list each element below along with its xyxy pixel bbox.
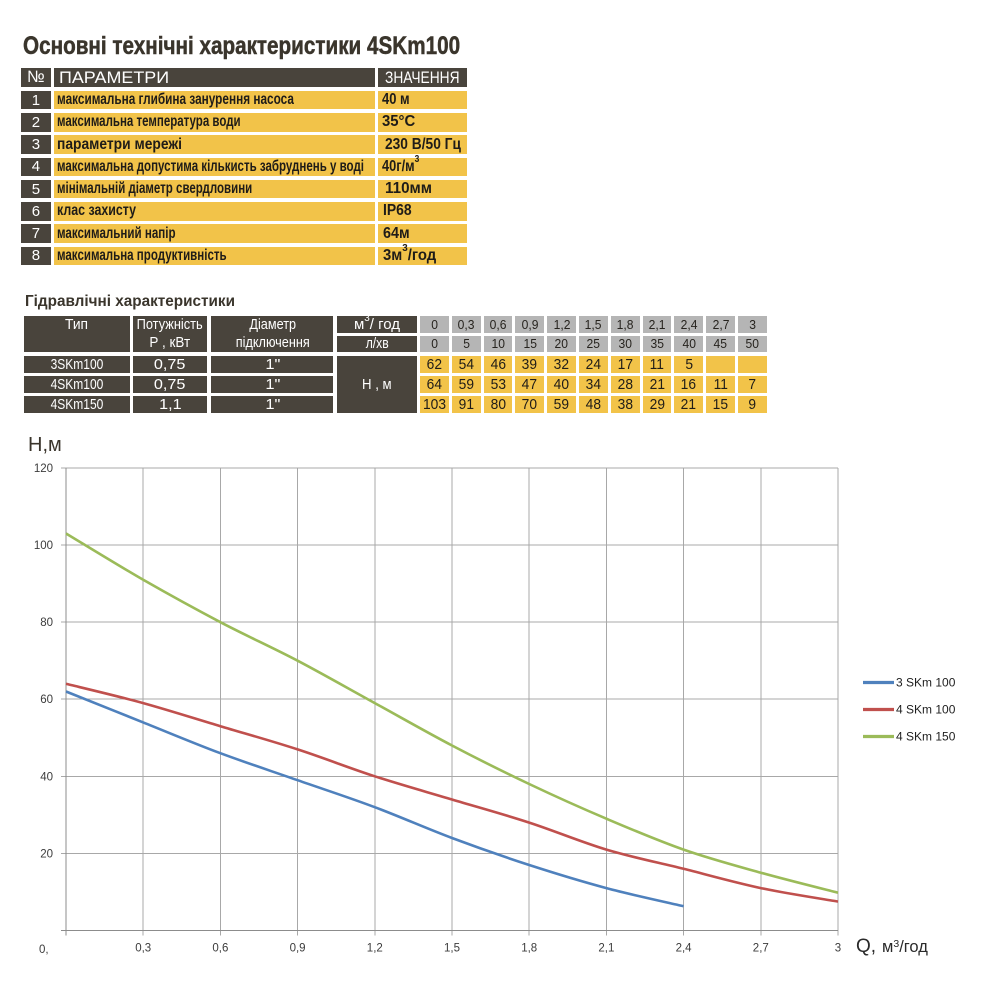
svg-text:0,: 0, bbox=[39, 944, 49, 956]
svg-text:3: 3 bbox=[835, 943, 841, 955]
svg-text:2,7: 2,7 bbox=[753, 943, 769, 955]
svg-text:4 SKm 150: 4 SKm 150 bbox=[896, 730, 956, 744]
svg-text:100: 100 bbox=[34, 540, 53, 552]
svg-text:60: 60 bbox=[40, 694, 53, 706]
svg-text:0,9: 0,9 bbox=[290, 943, 306, 955]
svg-text:1,8: 1,8 bbox=[521, 943, 537, 955]
svg-text:120: 120 bbox=[34, 463, 53, 475]
svg-text:20: 20 bbox=[40, 848, 53, 860]
svg-text:2,4: 2,4 bbox=[676, 943, 693, 955]
svg-text:80: 80 bbox=[40, 617, 53, 629]
svg-text:Н,м: Н,м bbox=[28, 434, 62, 456]
svg-text:0,6: 0,6 bbox=[212, 943, 228, 955]
svg-text:1,5: 1,5 bbox=[444, 943, 460, 955]
svg-text:0,3: 0,3 bbox=[135, 943, 151, 955]
svg-text:2,1: 2,1 bbox=[598, 943, 614, 955]
svg-text:1,2: 1,2 bbox=[367, 943, 383, 955]
svg-text:Q,: Q, bbox=[856, 936, 876, 957]
svg-text:4 SKm 100: 4 SKm 100 bbox=[896, 703, 956, 717]
svg-text:м3/год: м3/год bbox=[882, 938, 928, 956]
svg-text:40: 40 bbox=[40, 771, 53, 783]
svg-text:3 SKm 100: 3 SKm 100 bbox=[896, 676, 956, 690]
